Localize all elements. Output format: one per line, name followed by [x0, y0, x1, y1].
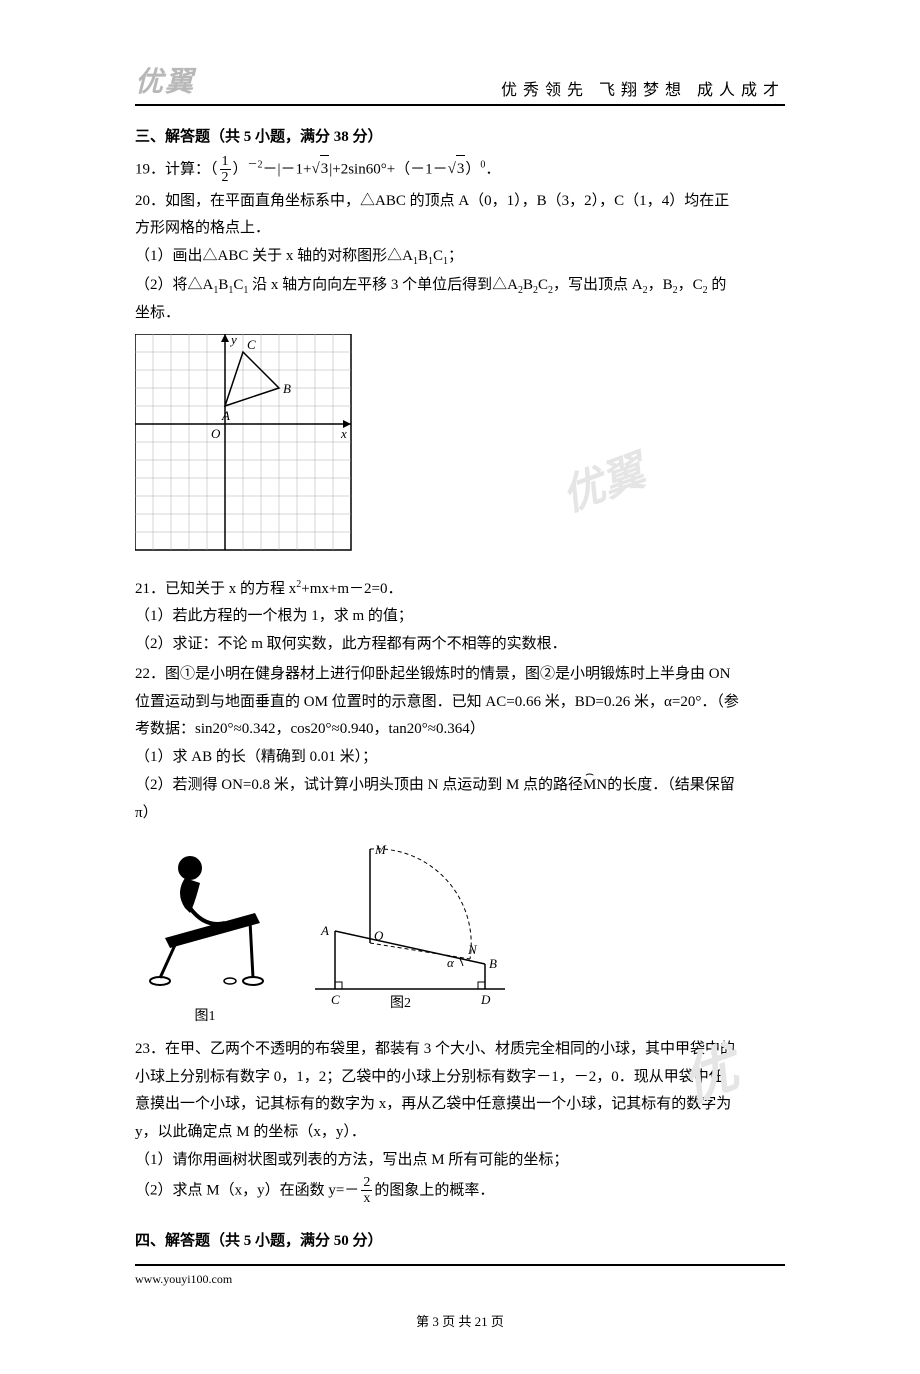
- logo: 优翼: [135, 60, 195, 100]
- coordinate-grid: A B C Ox y: [135, 334, 355, 559]
- content-area: 三、解答题（共 5 小题，满分 38 分） 19．计算：（12）－2－|－1+3…: [135, 124, 785, 1334]
- q22-fig2: M A O C D BNα 图2: [305, 839, 515, 1030]
- svg-text:B: B: [283, 381, 291, 396]
- q22-sub1: （1）求 AB 的长（精确到 0.01 米）；: [135, 744, 785, 772]
- exercise-illustration: [135, 833, 275, 993]
- q20-line1b: 方形网格的格点上．: [135, 215, 785, 243]
- section-3-title: 三、解答题（共 5 小题，满分 38 分）: [135, 124, 785, 152]
- q21-sub2: （2）求证：不论 m 取何实数，此方程都有两个不相等的实数根．: [135, 631, 785, 659]
- svg-text:C: C: [247, 337, 256, 352]
- q22-sub2c: π）: [135, 800, 785, 828]
- q22-figures: 图1 M A O C D BNα 图2: [135, 833, 785, 1030]
- section-4-title: 四、解答题（共 5 小题，满分 50 分）: [135, 1228, 785, 1256]
- page-number: 第 3 页 共 21 页: [135, 1310, 785, 1334]
- sqrt: 3: [312, 155, 330, 184]
- arc-mn: MN: [583, 772, 607, 800]
- q22-line3: 考数据：sin20°≈0.342，cos20°≈0.940，tan20°≈0.3…: [135, 716, 785, 744]
- page-header: 优翼 优秀领先 飞翔梦想 成人成才: [135, 60, 785, 106]
- fig1-label: 图1: [135, 1004, 275, 1030]
- question-22: 22．图①是小明在健身器材上进行仰卧起坐锻炼时的情景，图②是小明锻炼时上半身由 …: [135, 661, 785, 1030]
- page-container: 优翼 优秀领先 飞翔梦想 成人成才 三、解答题（共 5 小题，满分 38 分） …: [0, 0, 920, 1374]
- svg-text:B: B: [489, 956, 497, 971]
- q20-sub2: （2）将△A1B1C1 沿 x 轴方向向左平移 3 个单位后得到△A2B2C2，…: [135, 272, 785, 301]
- svg-text:M: M: [374, 842, 387, 857]
- svg-text:C: C: [331, 992, 340, 1007]
- svg-text:图2: 图2: [390, 996, 411, 1011]
- q20-sub2k: 坐标．: [135, 300, 785, 328]
- svg-text:N: N: [467, 942, 478, 957]
- q23-line1: 23．在甲、乙两个不透明的布袋里，都装有 3 个大小、材质完全相同的小球，其中甲…: [135, 1036, 785, 1064]
- q20-sub1: （1）画出△ABC 关于 x 轴的对称图形△A1B1C1；: [135, 243, 785, 272]
- svg-text:O: O: [374, 928, 384, 943]
- header-slogan: 优秀领先 飞翔梦想 成人成才: [501, 76, 785, 100]
- q23-line2: 小球上分别标有数字 0，1，2；乙袋中的小球上分别标有数字－1，－2，0．现从甲…: [135, 1064, 785, 1092]
- question-20: 20．如图，在平面直角坐标系中，△ABC 的顶点 A（0，1），B（3，2），C…: [135, 188, 785, 570]
- q19-text: 19．计算：（: [135, 161, 218, 177]
- q20-figure: A B C Ox y: [135, 334, 785, 570]
- svg-text:α: α: [447, 955, 455, 970]
- question-19: 19．计算：（12）－2－|－1+3|+2sin60°+（－1－3）0．: [135, 154, 785, 186]
- q23-line3: 意摸出一个小球，记其标有的数字为 x，再从乙袋中任意摸出一个小球，记其标有的数字…: [135, 1091, 785, 1119]
- q23-sub2: （2）求点 M（x，y）在函数 y=－2x的图象上的概率．: [135, 1175, 785, 1207]
- q22-fig1: 图1: [135, 833, 275, 1030]
- q22-sub2: （2）若测得 ON=0.8 米，试计算小明头顶由 N 点运动到 M 点的路径MN…: [135, 772, 785, 800]
- sqrt: 3: [448, 155, 466, 184]
- q23-line4: y，以此确定点 M 的坐标（x，y）．: [135, 1119, 785, 1147]
- q22-line2: 位置运动到与地面垂直的 OM 位置时的示意图．已知 AC=0.66 米，BD=0…: [135, 689, 785, 717]
- question-23: 23．在甲、乙两个不透明的布袋里，都装有 3 个大小、材质完全相同的小球，其中甲…: [135, 1036, 785, 1207]
- fraction: 12: [220, 154, 231, 186]
- geometry-diagram: M A O C D BNα 图2: [305, 839, 515, 1019]
- fraction: 2x: [361, 1175, 372, 1207]
- question-21: 21．已知关于 x 的方程 x2+mx+m－2=0． （1）若此方程的一个根为 …: [135, 576, 785, 659]
- svg-text:A: A: [221, 408, 230, 423]
- svg-text:x: x: [340, 426, 347, 441]
- svg-text:y: y: [229, 334, 237, 347]
- svg-text:O: O: [211, 426, 221, 441]
- q23-sub1: （1）请你用画树状图或列表的方法，写出点 M 所有可能的坐标；: [135, 1147, 785, 1175]
- q21-sub1: （1）若此方程的一个根为 1，求 m 的值；: [135, 603, 785, 631]
- svg-text:D: D: [480, 992, 491, 1007]
- svg-text:A: A: [320, 923, 329, 938]
- q20-line1: 20．如图，在平面直角坐标系中，△ABC 的顶点 A（0，1），B（3，2），C…: [135, 188, 785, 216]
- q22-line1: 22．图①是小明在健身器材上进行仰卧起坐锻炼时的情景，图②是小明锻炼时上半身由 …: [135, 661, 785, 689]
- footer-url: www.youyi100.com: [135, 1264, 785, 1290]
